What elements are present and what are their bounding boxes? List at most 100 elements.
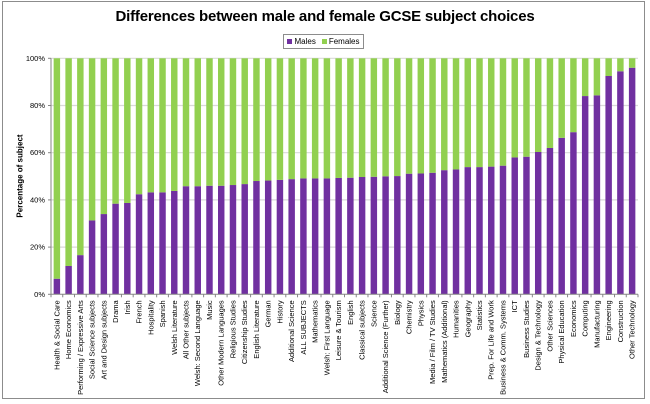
- bar-males: [617, 71, 624, 295]
- bar-males: [241, 184, 248, 295]
- bar-females: [499, 58, 507, 166]
- bar-males: [452, 169, 460, 295]
- bar-males: [429, 172, 436, 295]
- bar-females: [523, 58, 530, 157]
- bar-females: [300, 58, 307, 179]
- bar-males: [229, 185, 237, 295]
- bar-males: [323, 178, 331, 295]
- x-category-label: Welsh Literature: [170, 300, 179, 354]
- bar-females: [65, 58, 72, 266]
- bar-males: [53, 278, 61, 295]
- bar-males: [264, 180, 272, 295]
- x-category-label: Irish: [123, 300, 132, 314]
- bar-females: [476, 58, 483, 168]
- x-category-label: Physics: [416, 300, 425, 326]
- bar-females: [229, 58, 237, 186]
- x-category-label: Engineering: [604, 300, 613, 340]
- legend-item-males: Males: [287, 37, 316, 46]
- x-category-label: English Literature: [252, 300, 261, 358]
- bar-females: [206, 58, 213, 186]
- bar-females: [88, 58, 96, 221]
- bar-females: [605, 58, 612, 76]
- legend-swatch-females: [321, 39, 327, 44]
- y-tick-label: 40%: [30, 195, 45, 204]
- bar-females: [288, 58, 295, 180]
- x-category-label: Science: [369, 300, 378, 327]
- x-category-label: Health & Social Care: [52, 300, 61, 370]
- bar-females: [264, 58, 272, 181]
- bar-males: [476, 167, 483, 295]
- bar-males: [628, 67, 636, 295]
- bar-females: [394, 58, 401, 177]
- bar-males: [112, 203, 119, 295]
- bar-females: [452, 58, 460, 170]
- x-category-label: Economics: [569, 300, 578, 337]
- bar-males: [288, 179, 295, 295]
- x-category-label: French: [135, 300, 144, 323]
- chart-title: Differences between male and female GCSE…: [115, 8, 535, 25]
- bar-females: [558, 58, 565, 138]
- y-tick-label: 60%: [30, 148, 45, 157]
- x-category-label: Other Sciences: [545, 300, 554, 352]
- bar-females: [570, 58, 577, 133]
- bar-females: [311, 58, 319, 179]
- x-category-label: Drama: [111, 299, 120, 322]
- x-category-label: Music: [205, 300, 214, 320]
- bar-females: [382, 58, 389, 177]
- bar-females: [628, 58, 636, 68]
- bar-females: [488, 58, 495, 167]
- x-category-label: Mathematics: [311, 300, 320, 343]
- bar-males: [253, 181, 260, 295]
- x-category-label: Mathematics (Additional): [440, 300, 449, 383]
- legend-label-females: Females: [328, 37, 360, 46]
- bar-females: [124, 58, 131, 203]
- chart-legend: Males Females: [283, 34, 364, 49]
- bar-males: [370, 176, 378, 295]
- bar-females: [159, 58, 166, 193]
- bar-males: [100, 214, 108, 295]
- bar-males: [347, 177, 354, 295]
- bar-females: [253, 58, 260, 182]
- x-category-label: English: [346, 300, 355, 325]
- x-category-label: German: [264, 300, 273, 327]
- x-category-label: Chemistry: [405, 300, 414, 334]
- bar-males: [523, 156, 530, 295]
- bar-males: [405, 173, 413, 295]
- bar-females: [276, 58, 284, 180]
- bar-males: [464, 167, 471, 295]
- bar-females: [100, 58, 108, 215]
- x-category-label: Art and Design subjects: [99, 300, 108, 379]
- bar-males: [218, 185, 225, 295]
- bar-females: [441, 58, 448, 171]
- x-category-label: Business Studies: [522, 300, 531, 358]
- bar-males: [546, 147, 554, 295]
- x-category-label: Religious Studies: [228, 300, 237, 358]
- bar-females: [77, 58, 84, 256]
- bar-females: [182, 58, 190, 187]
- x-category-label: Social Science subjects: [88, 300, 97, 379]
- x-category-label: History: [275, 300, 284, 324]
- bar-males: [417, 173, 425, 295]
- bar-females: [593, 58, 601, 96]
- bar-males: [300, 178, 307, 295]
- bar-males: [394, 176, 401, 295]
- bar-males: [581, 96, 589, 295]
- bar-females: [534, 58, 542, 152]
- x-category-label: Citizenship Studies: [240, 300, 249, 364]
- x-category-label: Leisure & Tourism: [334, 300, 343, 360]
- bar-females: [370, 58, 378, 177]
- x-category-label: Other Technology: [628, 300, 637, 359]
- x-category-label: ALL SUBJECTS: [299, 300, 308, 354]
- bar-males: [135, 194, 143, 295]
- bar-males: [194, 186, 201, 295]
- bar-females: [241, 58, 248, 185]
- bar-males: [593, 95, 601, 295]
- bar-males: [488, 166, 495, 295]
- bar-males: [159, 192, 166, 295]
- bar-females: [417, 58, 425, 174]
- bar-females: [464, 58, 471, 168]
- bar-males: [570, 132, 577, 295]
- bar-males: [441, 170, 448, 295]
- x-category-label: Biology: [393, 300, 402, 325]
